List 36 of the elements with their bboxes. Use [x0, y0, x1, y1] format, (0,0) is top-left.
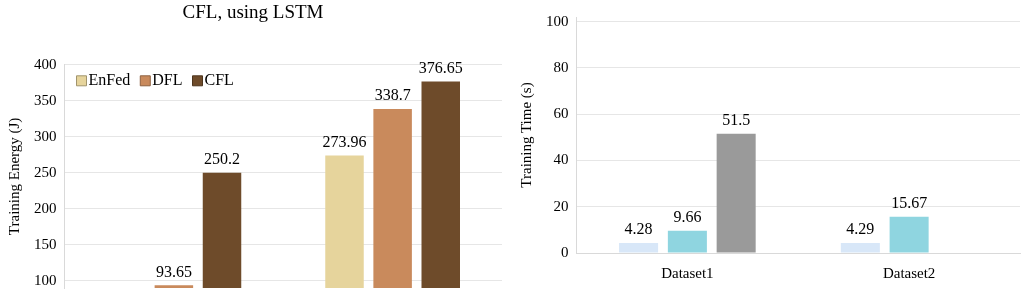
data-label: 338.7 [374, 86, 411, 104]
y-tick-label: 200 [34, 199, 57, 216]
y-tick-label: 0 [561, 243, 569, 260]
x-tick-label: Dataset2 [882, 264, 936, 281]
bar [667, 230, 707, 253]
legend-label: EnFed [88, 71, 131, 88]
bar [619, 243, 659, 253]
data-label: 376.65 [418, 58, 463, 76]
y-tick-label: 100 [34, 271, 57, 288]
data-label: 93.65 [155, 262, 192, 280]
data-label: 51.5 [722, 111, 751, 129]
y-tick-label: 100 [546, 12, 569, 29]
chart-title: CFL, using LSTM [182, 1, 324, 23]
data-label: 4.29 [846, 220, 875, 238]
y-tick-label: 20 [553, 197, 569, 214]
y-tick-label: 60 [553, 105, 569, 122]
y-tick-label: 150 [34, 235, 57, 252]
bar [840, 243, 880, 253]
bar [889, 216, 929, 253]
y-tick-label: 300 [34, 127, 57, 144]
y-tick-label: 350 [34, 91, 57, 108]
data-label: 9.66 [673, 207, 702, 225]
y-tick-label: 40 [553, 151, 569, 168]
y-tick-label: 400 [34, 55, 57, 72]
y-tick-label: 250 [34, 163, 57, 180]
legend-label: CFL [204, 71, 234, 88]
data-label: 273.96 [322, 132, 367, 150]
y-axis-title: Training Energy (J) [5, 117, 23, 236]
x-tick-label: Dataset1 [661, 264, 714, 281]
y-tick-label: 80 [553, 58, 569, 75]
y-axis-title: Training Time (s) [517, 82, 535, 188]
data-label: 4.28 [624, 220, 653, 238]
legend-label: DFL [152, 71, 183, 88]
bar [716, 133, 756, 253]
data-label: 15.67 [891, 193, 928, 211]
data-label: 250.2 [204, 149, 240, 167]
